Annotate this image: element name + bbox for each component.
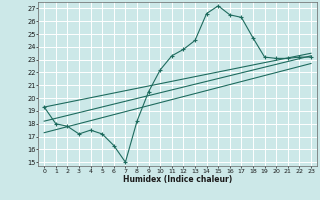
X-axis label: Humidex (Indice chaleur): Humidex (Indice chaleur)	[123, 175, 232, 184]
